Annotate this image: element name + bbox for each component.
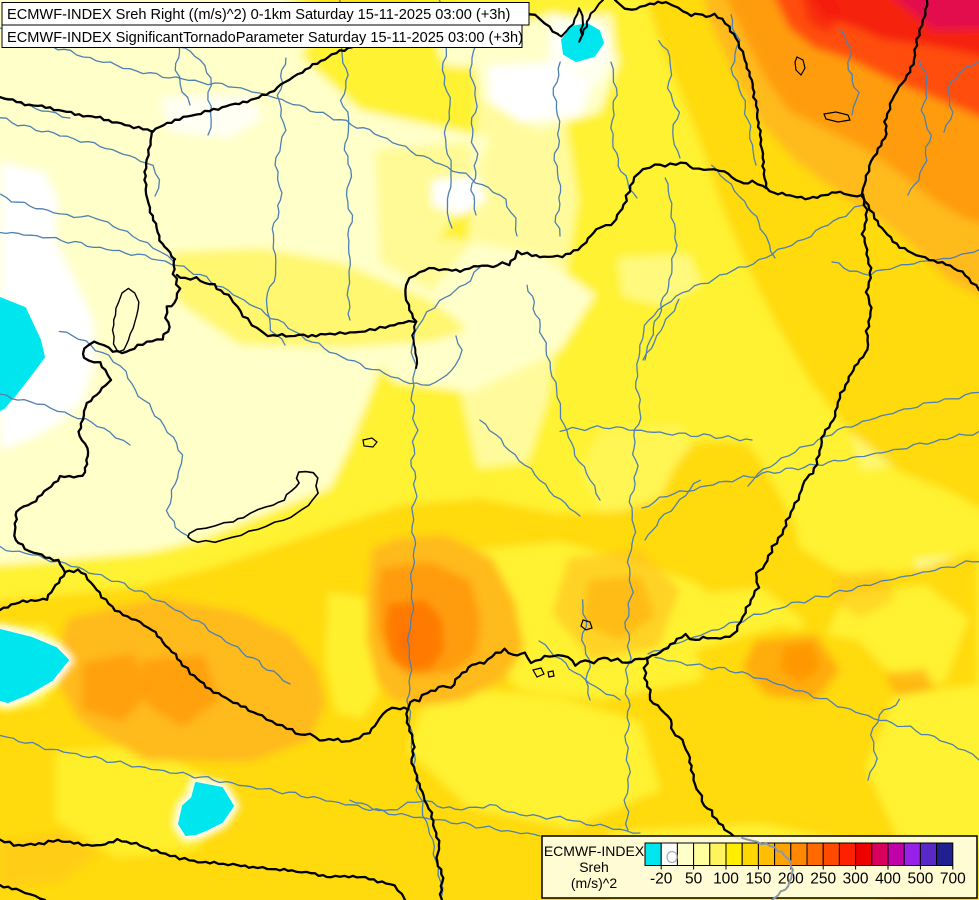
- svg-text:700: 700: [940, 871, 966, 888]
- svg-text:-20: -20: [650, 871, 673, 888]
- svg-text:250: 250: [810, 871, 836, 888]
- svg-text:150: 150: [745, 871, 771, 888]
- svg-text:400: 400: [875, 871, 901, 888]
- svg-text:300: 300: [843, 871, 869, 888]
- svg-text:100: 100: [713, 871, 739, 888]
- svg-text:500: 500: [907, 871, 933, 888]
- svg-text:ECMWF-INDEX SignificantTornado: ECMWF-INDEX SignificantTornadoParameter …: [7, 30, 523, 46]
- svg-text:50: 50: [685, 871, 703, 888]
- svg-text:(m/s)^2: (m/s)^2: [571, 875, 617, 891]
- svg-text:ECMWF-INDEX Sreh Right ((m/s)^: ECMWF-INDEX Sreh Right ((m/s)^2) 0-1km S…: [7, 7, 510, 23]
- svg-text:Sreh: Sreh: [579, 859, 609, 875]
- svg-text:ECMWF-INDEX: ECMWF-INDEX: [544, 843, 645, 859]
